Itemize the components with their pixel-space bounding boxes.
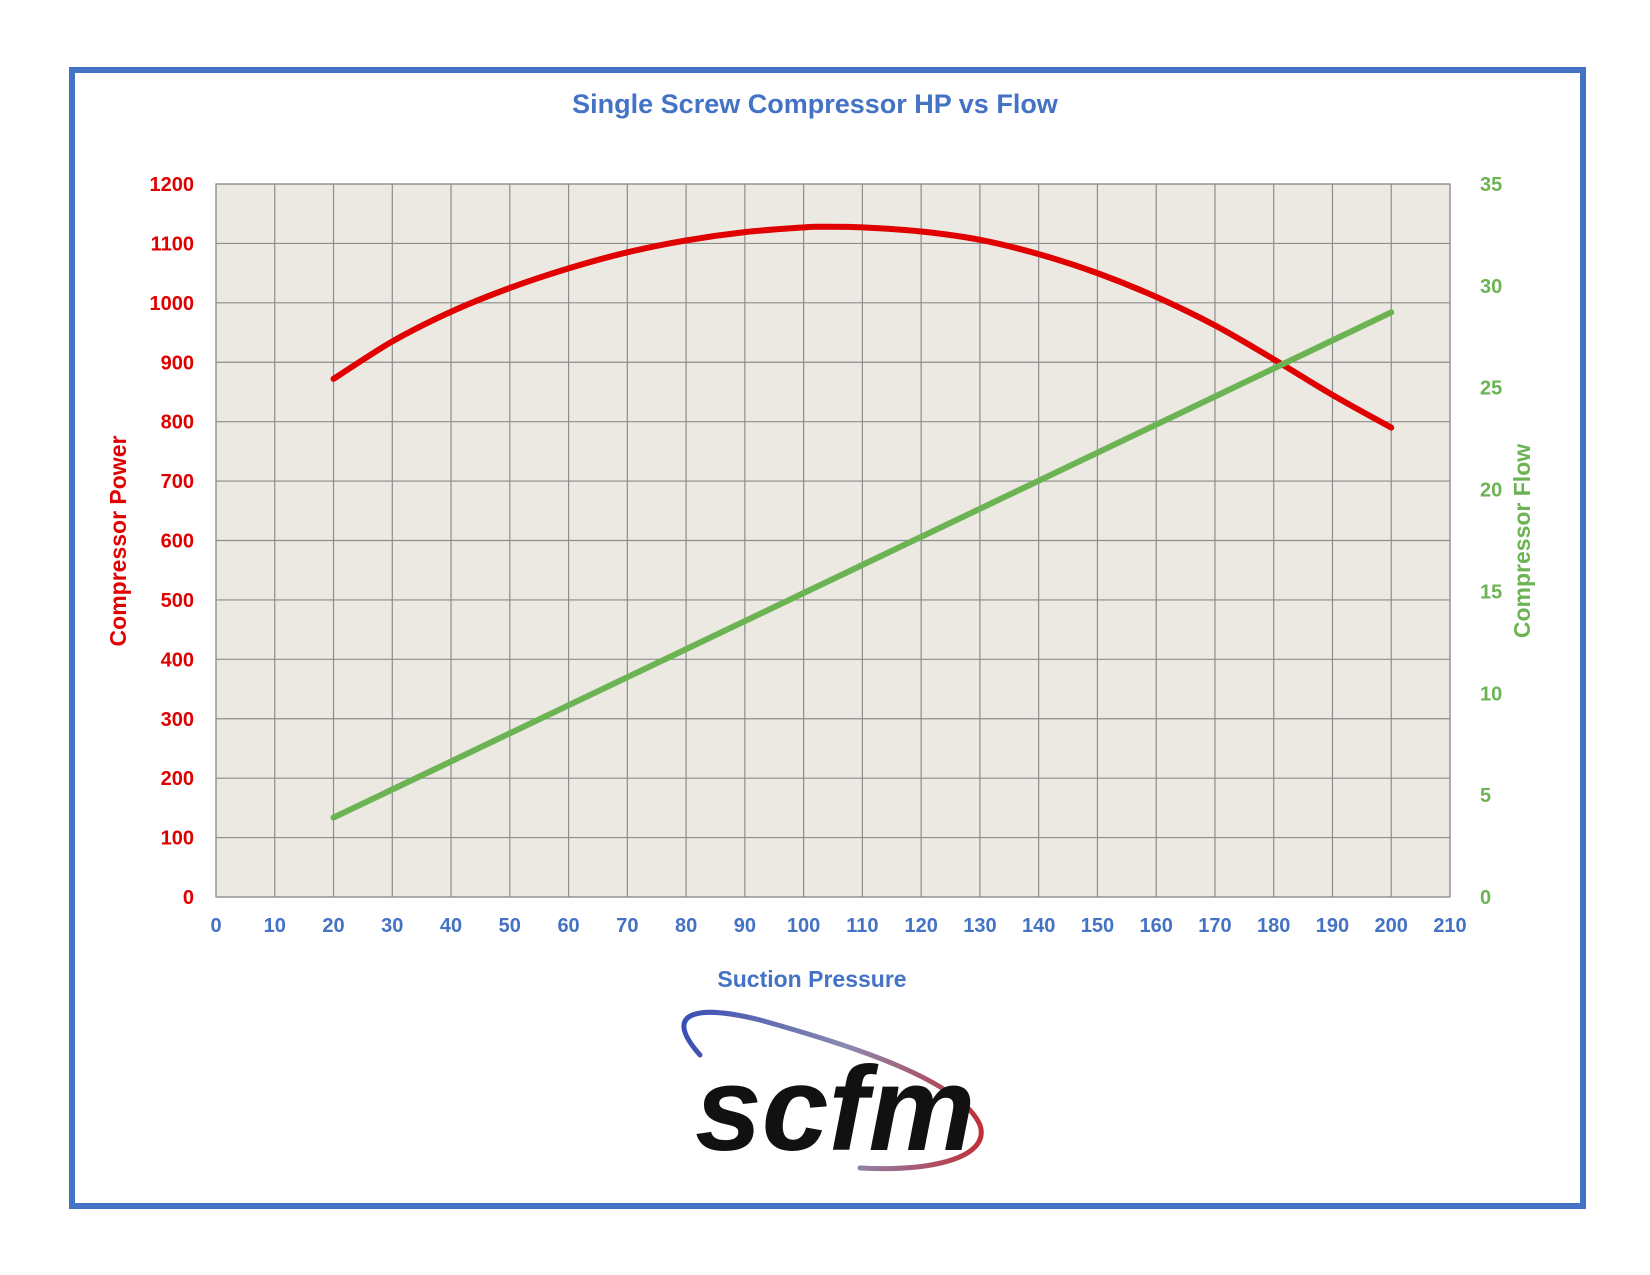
- x-tick-label: 50: [499, 915, 521, 937]
- logo-swoosh: [681, 1009, 984, 1172]
- y-left-tick-label: 400: [161, 649, 194, 671]
- y-left-axis-ticks: 0 100 200 300 400 500 600 700 800 900 1000 1100 1200: [150, 174, 195, 909]
- x-tick-label: 100: [787, 915, 820, 937]
- x-axis-ticks: 0 10 20 30 40 50 60 70 80 90 100 110 120 130 140 150 160…: [210, 915, 1466, 937]
- y-right-tick-label: 15: [1480, 581, 1502, 603]
- x-tick-label: 30: [381, 915, 403, 937]
- scfm-logo: scfm: [681, 1009, 984, 1176]
- y-left-axis-label: Compressor Power: [105, 436, 131, 647]
- series-line-compressor-flow: [330, 309, 1395, 821]
- x-tick-label: 150: [1081, 915, 1114, 937]
- y-left-tick-label: 600: [161, 531, 194, 553]
- x-tick-label: 40: [440, 915, 462, 937]
- x-tick-label: 60: [557, 915, 579, 937]
- y-left-tick-label: 900: [161, 352, 194, 374]
- y-left-tick-label: 0: [183, 887, 194, 909]
- x-tick-label: 120: [904, 915, 937, 937]
- x-tick-label: 80: [675, 915, 697, 937]
- x-tick-label: 90: [734, 915, 756, 937]
- y-right-tick-label: 0: [1480, 887, 1491, 909]
- y-right-tick-label: 30: [1480, 276, 1502, 298]
- y-right-tick-label: 25: [1480, 378, 1502, 400]
- grid-lines: [215, 183, 1451, 898]
- x-tick-label: 70: [616, 915, 638, 937]
- x-tick-label: 160: [1140, 915, 1173, 937]
- y-right-tick-label: 10: [1480, 683, 1502, 705]
- chart-title: Single Screw Compressor HP vs Flow: [572, 89, 1059, 119]
- x-axis-label: Suction Pressure: [717, 966, 906, 992]
- y-right-tick-label: 5: [1480, 785, 1491, 807]
- y-left-tick-label: 1200: [150, 174, 195, 196]
- x-tick-label: 170: [1198, 915, 1231, 937]
- x-tick-label: 190: [1316, 915, 1349, 937]
- x-tick-label: 180: [1257, 915, 1290, 937]
- y-left-tick-label: 500: [161, 590, 194, 612]
- logo-text: scfm: [695, 1042, 975, 1176]
- y-left-tick-label: 200: [161, 768, 194, 790]
- y-left-tick-label: 1000: [150, 293, 195, 315]
- x-tick-label: 200: [1375, 915, 1408, 937]
- series-layer: [330, 223, 1395, 821]
- y-left-tick-label: 1100: [151, 233, 194, 255]
- y-left-tick-label: 100: [161, 828, 194, 850]
- x-tick-label: 110: [846, 915, 878, 937]
- x-tick-label: 20: [322, 915, 344, 937]
- x-tick-label: 10: [264, 915, 286, 937]
- series-line-compressor-power: [330, 223, 1395, 431]
- y-right-axis-label: Compressor Flow: [1509, 444, 1535, 638]
- y-left-tick-label: 700: [161, 471, 194, 493]
- y-left-tick-label: 800: [161, 412, 194, 434]
- y-right-axis-ticks: 0 5 10 15 20 25 30 35: [1480, 174, 1502, 909]
- y-right-tick-label: 35: [1480, 174, 1502, 196]
- x-tick-label: 140: [1022, 915, 1055, 937]
- y-left-tick-label: 300: [161, 709, 194, 731]
- y-right-tick-label: 20: [1480, 480, 1502, 502]
- x-tick-label: 130: [963, 915, 996, 937]
- x-tick-label: 210: [1433, 915, 1466, 937]
- x-tick-label: 0: [210, 915, 221, 937]
